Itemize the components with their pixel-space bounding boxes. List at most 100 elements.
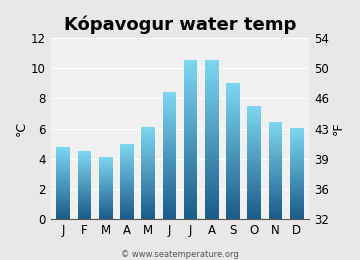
Bar [99, 185, 113, 186]
Bar [184, 199, 198, 200]
Bar [78, 206, 91, 207]
Bar [162, 120, 176, 121]
Bar [120, 178, 134, 179]
Bar [226, 162, 240, 164]
Bar [184, 189, 198, 191]
Bar [247, 167, 261, 168]
Bar [205, 103, 219, 105]
Bar [269, 139, 282, 140]
Bar [78, 182, 91, 183]
Bar [184, 141, 198, 143]
Bar [247, 218, 261, 219]
Bar [162, 191, 176, 193]
Bar [120, 200, 134, 201]
Bar [290, 207, 303, 209]
Bar [269, 174, 282, 175]
Bar [205, 151, 219, 153]
Bar [120, 162, 134, 163]
Bar [247, 177, 261, 179]
Bar [290, 201, 303, 202]
Bar [226, 163, 240, 165]
Bar [78, 210, 91, 211]
Bar [184, 195, 198, 197]
Bar [162, 134, 176, 135]
Bar [120, 158, 134, 159]
Bar [162, 119, 176, 120]
Bar [57, 192, 70, 193]
Bar [141, 141, 155, 142]
Bar [57, 159, 70, 160]
Bar [162, 170, 176, 171]
Bar [141, 148, 155, 149]
Bar [184, 165, 198, 167]
Bar [184, 192, 198, 194]
Bar [141, 165, 155, 166]
Bar [226, 138, 240, 139]
Bar [141, 140, 155, 141]
Bar [162, 126, 176, 128]
Bar [226, 208, 240, 210]
Bar [78, 214, 91, 215]
Bar [184, 86, 198, 88]
Bar [162, 113, 176, 114]
Bar [226, 84, 240, 86]
Bar [205, 135, 219, 137]
Bar [141, 218, 155, 219]
Bar [78, 210, 91, 211]
Bar [205, 140, 219, 141]
Bar [184, 194, 198, 196]
Bar [141, 135, 155, 136]
Bar [205, 79, 219, 81]
Bar [290, 178, 303, 179]
Bar [162, 156, 176, 157]
Bar [141, 201, 155, 202]
Bar [141, 162, 155, 163]
Bar [184, 108, 198, 110]
Bar [269, 170, 282, 171]
Bar [205, 160, 219, 162]
Bar [269, 172, 282, 173]
Bar [141, 179, 155, 181]
Bar [78, 181, 91, 182]
Bar [269, 214, 282, 216]
Bar [57, 147, 70, 148]
Bar [269, 158, 282, 159]
Bar [269, 137, 282, 138]
Bar [290, 208, 303, 209]
Bar [141, 169, 155, 171]
Bar [57, 158, 70, 159]
Bar [57, 209, 70, 210]
Bar [290, 177, 303, 179]
Bar [184, 114, 198, 116]
Bar [247, 149, 261, 150]
Bar [269, 179, 282, 181]
Bar [247, 158, 261, 159]
Bar [247, 118, 261, 120]
Bar [141, 142, 155, 144]
Bar [141, 128, 155, 129]
Bar [205, 192, 219, 194]
Bar [226, 157, 240, 158]
Bar [120, 165, 134, 166]
Bar [290, 205, 303, 206]
Bar [184, 218, 198, 219]
Bar [162, 129, 176, 131]
Bar [205, 81, 219, 83]
Bar [78, 204, 91, 205]
Bar [184, 132, 198, 134]
Bar [57, 207, 70, 208]
Bar [226, 128, 240, 129]
Bar [162, 177, 176, 179]
Bar [269, 151, 282, 153]
Bar [290, 133, 303, 134]
Bar [205, 173, 219, 175]
Bar [120, 181, 134, 182]
Bar [290, 161, 303, 162]
Bar [162, 194, 176, 195]
Bar [205, 202, 219, 204]
Bar [120, 203, 134, 204]
Bar [57, 152, 70, 153]
Bar [162, 115, 176, 116]
Bar [184, 216, 198, 218]
Bar [269, 164, 282, 165]
